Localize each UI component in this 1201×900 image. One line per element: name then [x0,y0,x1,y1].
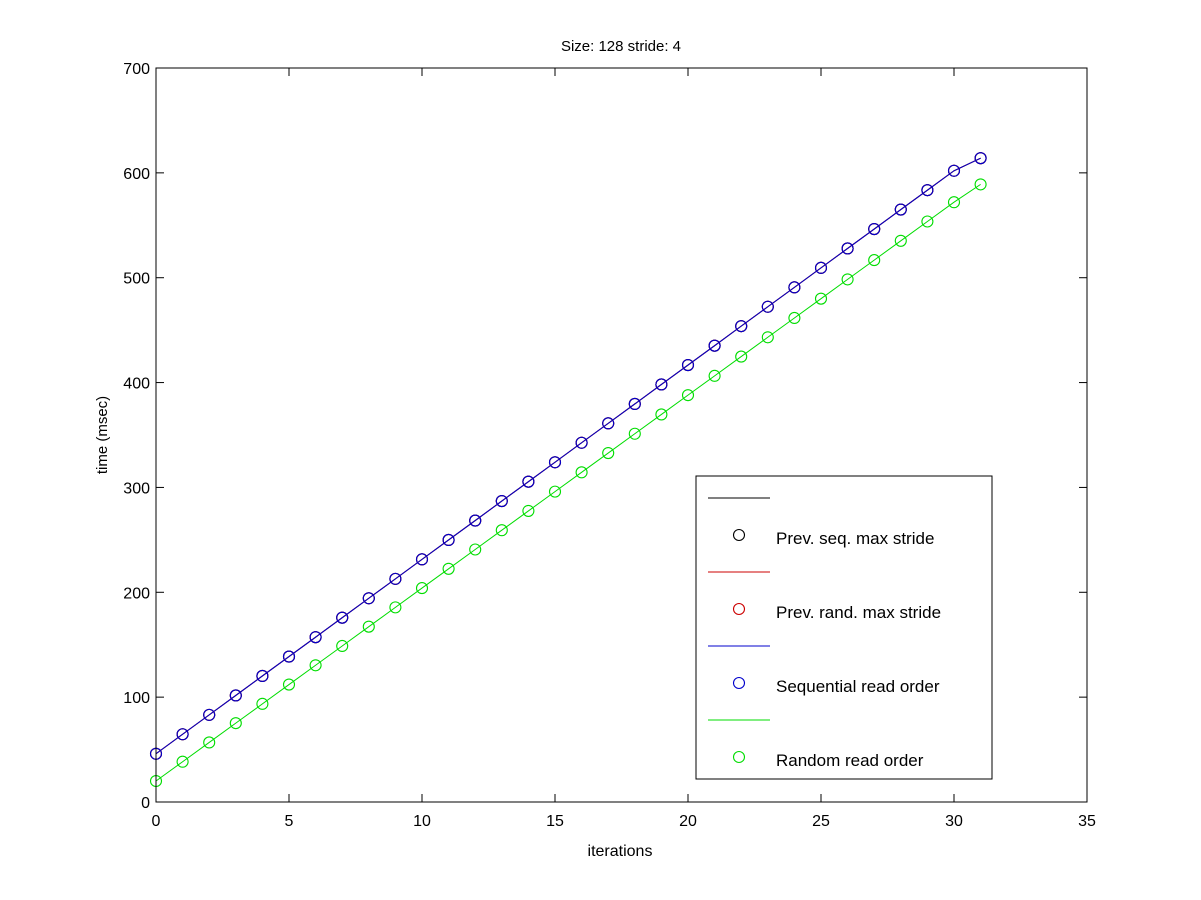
series-3-point [761,331,774,344]
series-3-point [708,369,721,382]
series-3-point [921,215,934,228]
series-2-point [921,184,934,197]
series-2-point [469,514,482,527]
y-tick-label: 300 [123,480,150,497]
y-tick-label: 100 [123,690,150,707]
legend-label: Prev. rand. max stride [776,603,941,622]
series-3-point [894,234,907,247]
series-3-point [974,178,987,191]
series-3-point [362,620,375,633]
series-2-point [761,300,774,313]
series-3-point [602,446,615,460]
series-2-point [548,456,562,469]
series-2-point [362,592,375,605]
series-2-point [229,689,242,702]
axes-box [155,67,1088,803]
legend-label: Random read order [776,751,924,770]
legend-marker-swatch [732,750,746,764]
chart-title: Size: 128 stride: 4 [561,38,681,55]
plot-markers [149,152,987,788]
y-axis-label: time (msec) [94,396,111,474]
x-axis-label: iterations [588,843,653,860]
series-2-point [681,359,695,372]
series-3-point [469,543,482,556]
series-2-point [256,669,269,683]
series-2-point [708,339,721,352]
x-tick-label: 15 [546,813,564,830]
series-3-point [548,485,562,498]
series-2-point [442,533,455,547]
series-2-point [868,223,881,236]
series-2-point [415,553,429,566]
series-2-point [735,320,748,333]
x-tick-label: 30 [945,813,963,830]
series-3-point [336,639,349,653]
series-3-point [229,717,242,730]
series-3-point [735,350,748,363]
series-3-point [522,504,535,517]
legend-marker-swatch [732,676,746,690]
x-axis: 0 5 10 15 20 25 30 35 [152,68,1096,830]
y-axis: 0 100 200 300 400 500 600 700 [123,61,1087,812]
series-3-point [681,389,695,402]
series-3-point [282,678,296,691]
series-3-point [256,697,269,710]
legend: Prev. seq. max stride Prev. rand. max str… [695,475,993,780]
x-tick-label: 5 [285,813,294,830]
x-tick-label: 20 [679,813,697,830]
series-2-point [974,152,987,165]
y-tick-label: 200 [123,585,150,602]
series-2-point [309,631,322,644]
series-2-point [947,164,961,177]
series-3-point [203,736,216,749]
y-tick-label: 500 [123,271,150,288]
y-tick-label: 400 [123,376,150,393]
series-3-point [575,466,588,479]
x-tick-label: 10 [413,813,431,830]
series-2-point [336,611,349,624]
y-tick-label: 0 [141,795,150,812]
series-2-point [389,572,402,585]
y-tick-label: 600 [123,166,150,183]
series-3-point [176,755,189,768]
series-3-point [442,562,455,575]
series-3-point [628,427,641,440]
series-2-point [522,475,535,488]
series-2-point [176,728,189,741]
series-3-point [868,254,881,267]
series-3-point [788,311,801,325]
series-2-point [841,242,854,255]
series-2-point [788,281,801,294]
x-tick-label: 35 [1078,813,1096,830]
series-2-point [655,378,668,391]
series-3-point [415,582,429,595]
y-tick-label: 700 [123,61,150,78]
series-3-point [495,524,508,537]
series-3-point [814,292,828,305]
series-3-point [309,659,322,672]
series-2-point [628,397,641,411]
series-2-point [575,436,588,449]
legend-label: Sequential read order [776,677,940,696]
series-3-point [389,601,402,614]
series-2-point [495,495,508,508]
x-tick-label: 25 [812,813,830,830]
series-2-point [602,417,615,430]
series-2-point [894,203,907,216]
series-3-point [655,408,668,421]
series-3-point [947,196,961,209]
series-3-point [841,273,854,286]
x-tick-label: 0 [152,813,161,830]
series-2-point [814,261,828,274]
series-2-point [282,650,296,663]
legend-marker-swatch [732,602,746,616]
legend-box [695,475,993,780]
legend-label: Prev. seq. max stride [776,529,934,548]
series-2-point [203,708,216,721]
legend-marker-swatch [732,528,746,542]
